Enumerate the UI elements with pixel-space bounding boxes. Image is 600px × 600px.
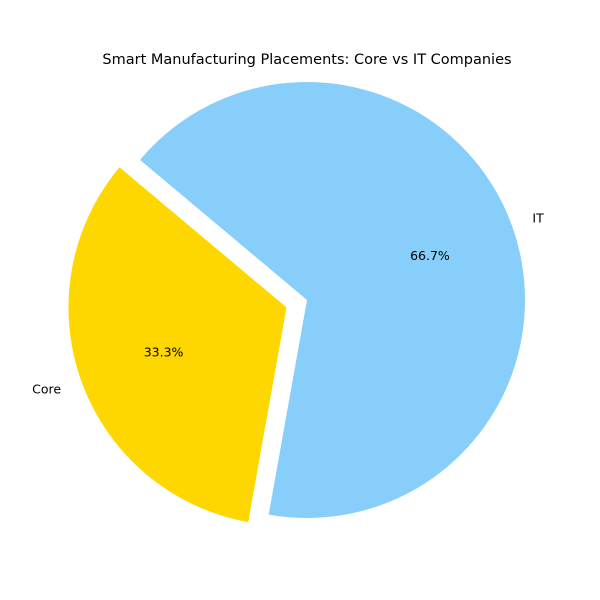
slice-percent-it: 66.7% [410, 248, 450, 263]
pie-slice-it [140, 81, 525, 518]
slice-label-core: Core [32, 382, 61, 397]
slice-label-it: IT [532, 211, 544, 226]
slice-percent-core: 33.3% [144, 345, 184, 360]
pie-labels: Core 33.3% IT 66.7% [32, 211, 544, 397]
pie-slice-core [68, 167, 287, 523]
chart-title: Smart Manufacturing Placements: Core vs … [102, 52, 511, 68]
pie-slices [68, 81, 525, 523]
